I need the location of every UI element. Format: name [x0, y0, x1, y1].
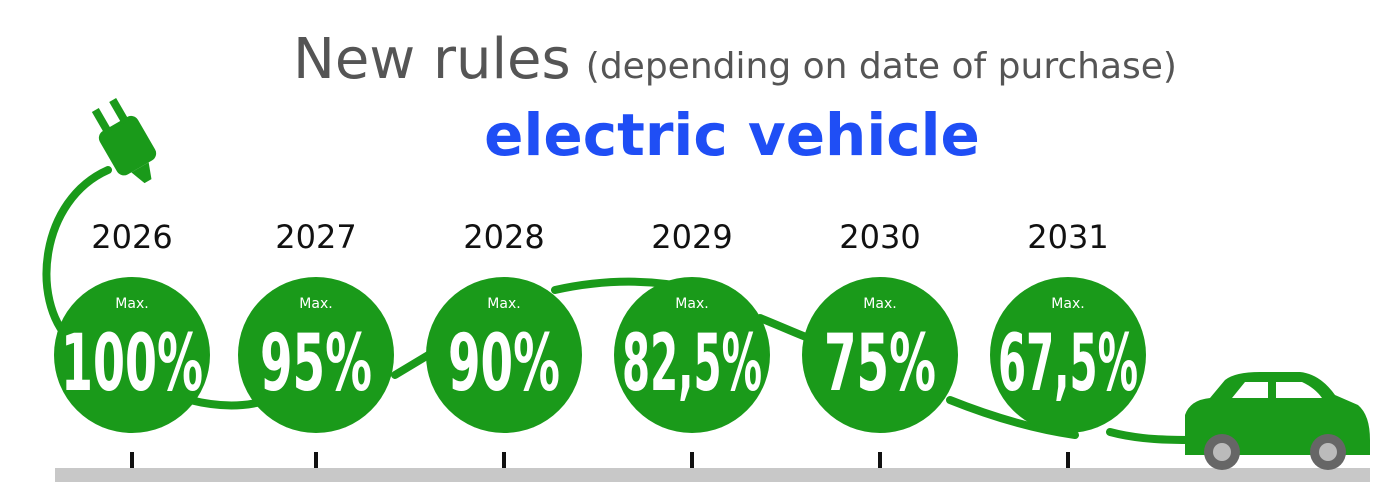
max-value: 67,5% — [998, 319, 1138, 409]
timeline: 2026 Max. 100% 2027 Max. 95% 2028 Max. 90% 2029 Ma… — [54, 218, 1146, 468]
max-value: 90% — [448, 319, 560, 409]
year: 2031 — [1027, 218, 1108, 256]
badge — [54, 277, 210, 433]
badge — [614, 277, 770, 433]
max-label: Max. — [1051, 296, 1084, 312]
year: 2029 — [651, 218, 732, 256]
title: New rules — [293, 27, 571, 92]
max-label: Max. — [675, 296, 708, 312]
max-label: Max. — [115, 296, 148, 312]
max-value: 100% — [61, 319, 203, 409]
road — [55, 468, 1370, 482]
year: 2027 — [275, 218, 356, 256]
badge — [238, 277, 394, 433]
max-label: Max. — [299, 296, 332, 312]
max-value: 95% — [260, 319, 372, 409]
plug-icon — [91, 97, 157, 184]
subtitle: (depending on date of purchase) — [586, 46, 1177, 87]
year: 2028 — [463, 218, 544, 256]
badge — [802, 277, 958, 433]
car-icon — [1185, 372, 1370, 470]
year: 2030 — [839, 218, 920, 256]
topic: electric vehicle — [484, 101, 980, 169]
max-label: Max. — [487, 296, 520, 312]
year: 2026 — [91, 218, 172, 256]
max-label: Max. — [863, 296, 896, 312]
cable — [42, 166, 1199, 444]
badge — [990, 277, 1146, 433]
heading: New rules (depending on date of purchase… — [293, 27, 1177, 92]
max-value: 75% — [824, 319, 936, 409]
max-value: 82,5% — [622, 319, 762, 409]
badge — [426, 277, 582, 433]
